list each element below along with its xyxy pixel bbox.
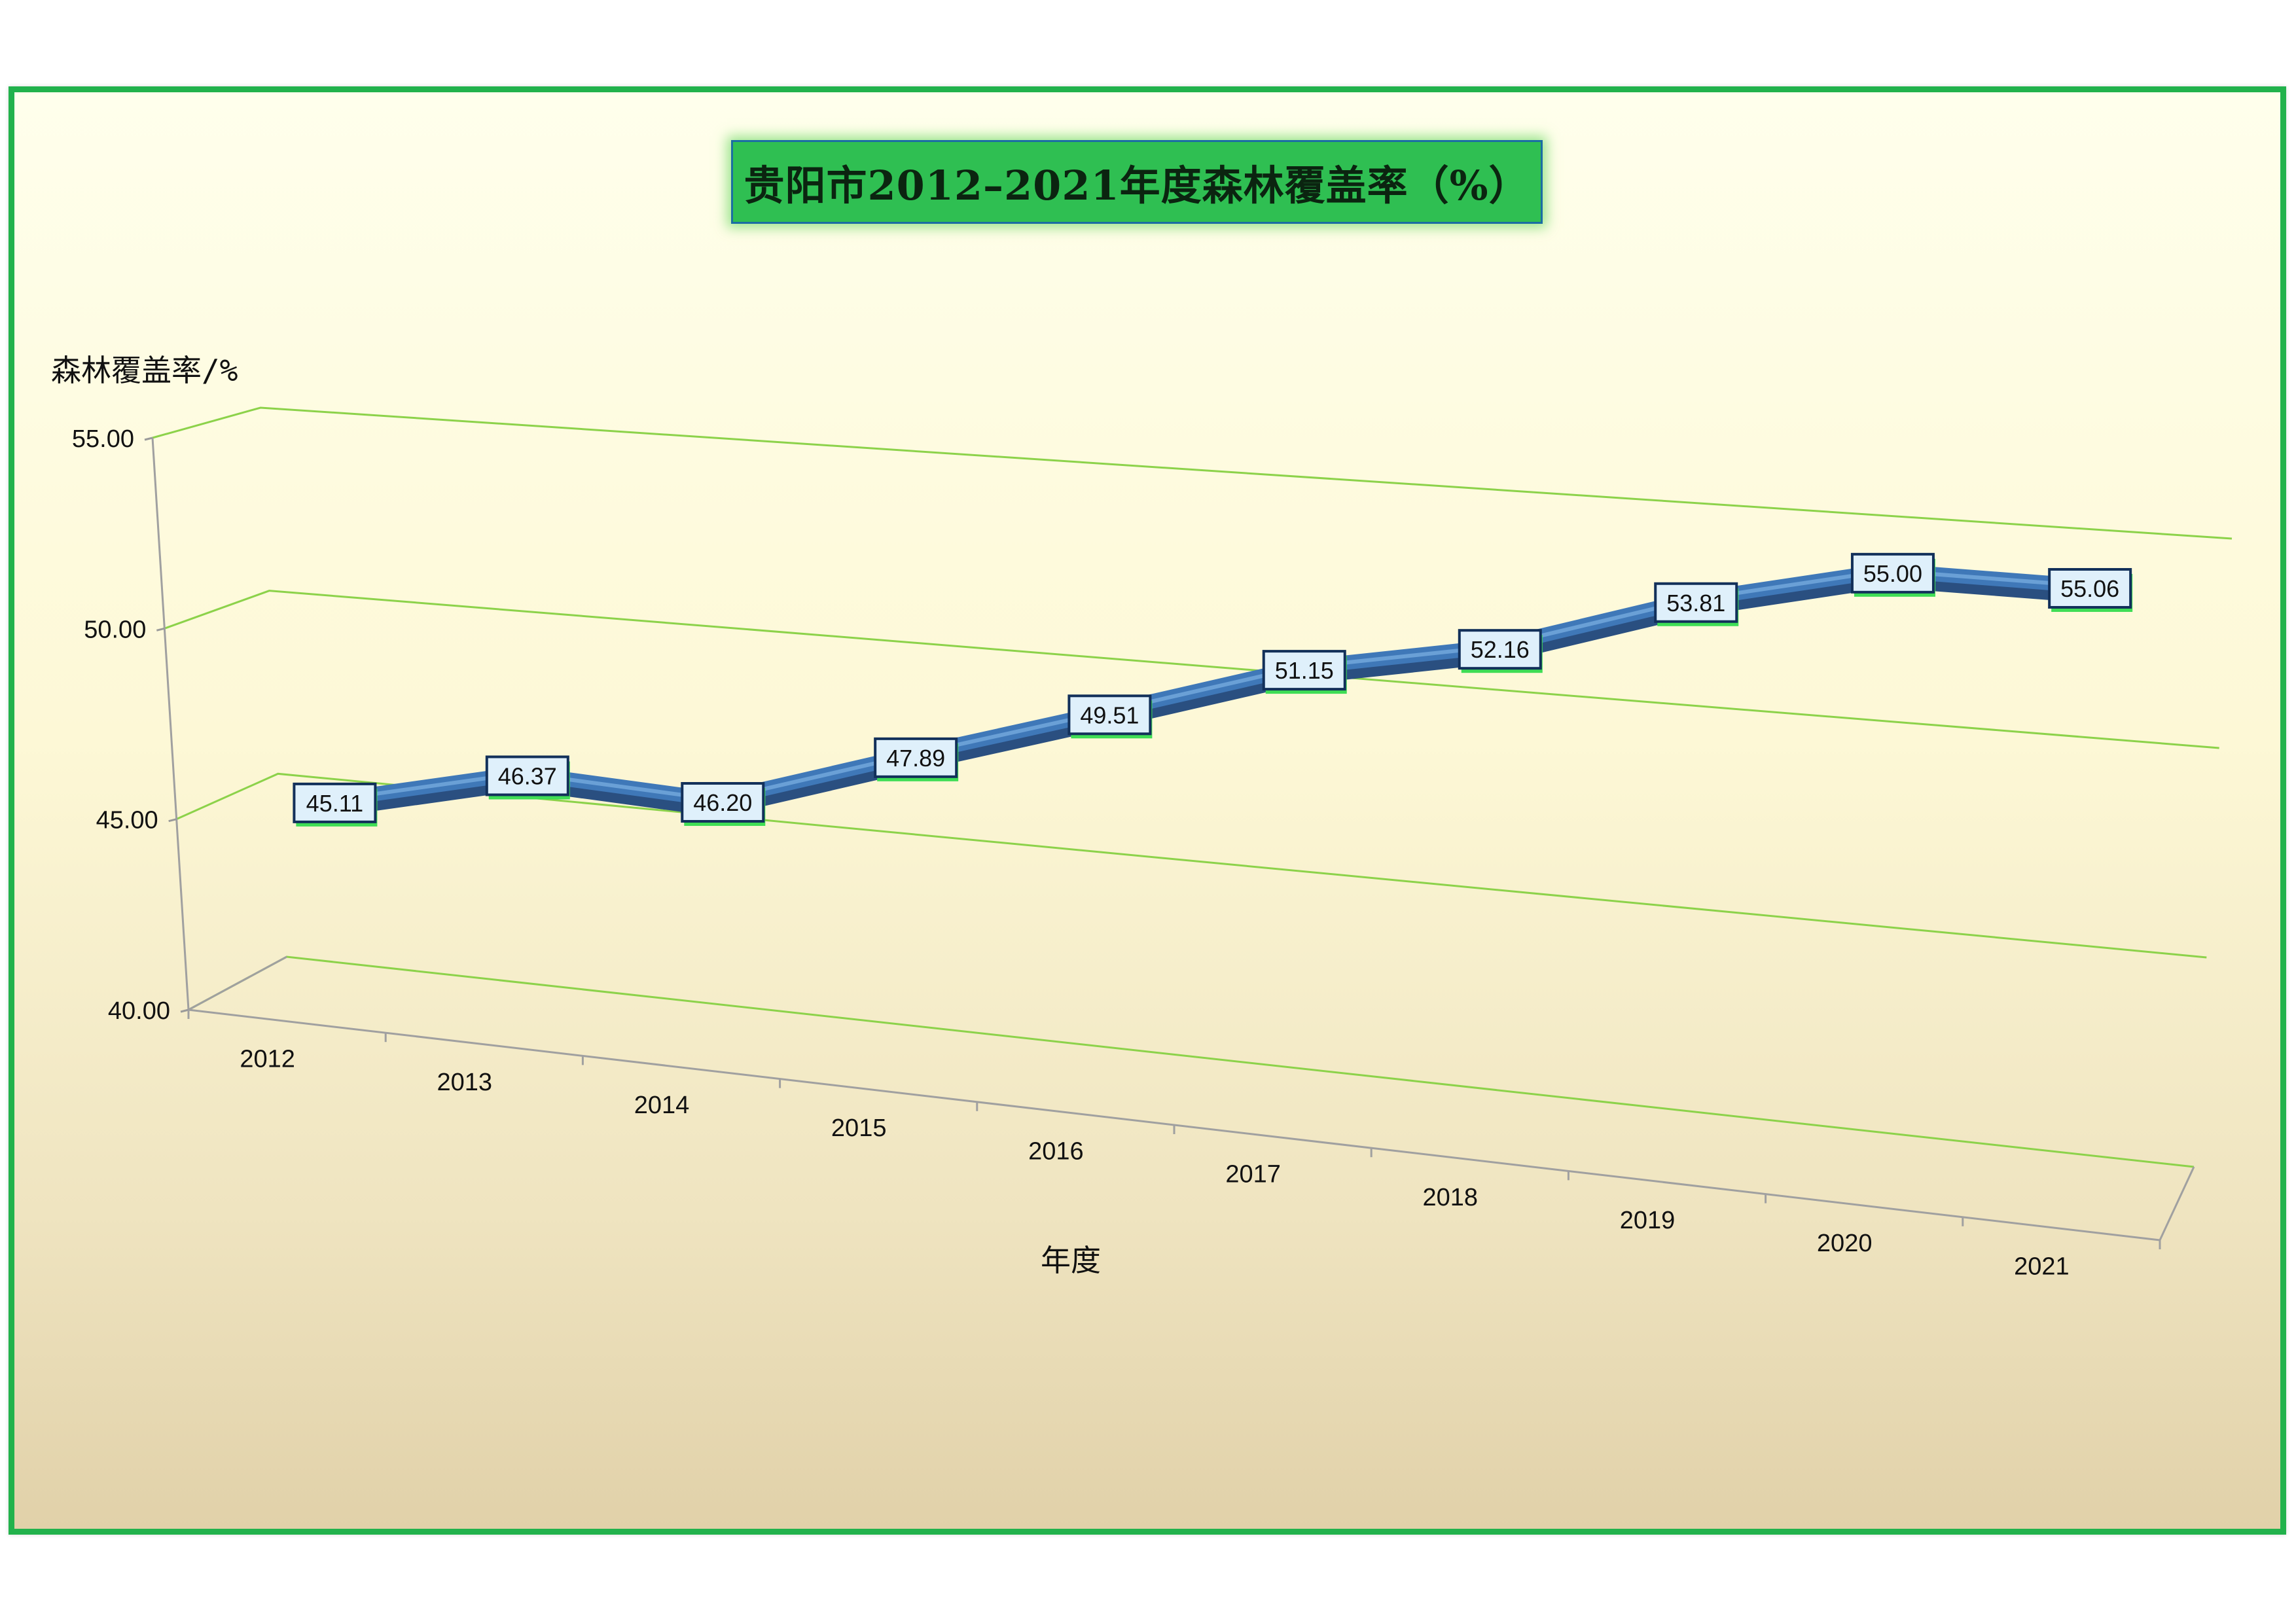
data-label-text: 46.37 xyxy=(498,762,557,789)
data-label: 47.89 xyxy=(874,737,959,781)
data-label-box xyxy=(1654,582,1738,623)
data-label: 52.16 xyxy=(1458,629,1543,673)
data-label-text: 49.51 xyxy=(1080,702,1139,728)
data-label-text: 53.81 xyxy=(1666,590,1725,616)
y-tick-mark xyxy=(156,627,165,632)
data-label: 55.06 xyxy=(2048,568,2133,613)
x-tick-label: 2018 xyxy=(1423,1184,1479,1211)
gridline xyxy=(164,590,2219,749)
series-ribbon-side xyxy=(329,577,2085,817)
floor-left-edge xyxy=(188,955,287,1011)
data-label-text: 47.89 xyxy=(886,745,945,772)
data-label-box xyxy=(1850,552,1935,594)
x-tick-label: 2021 xyxy=(2014,1253,2070,1280)
x-tick-label: 2012 xyxy=(240,1046,295,1073)
data-label-box xyxy=(2048,568,2132,609)
y-tick-labels: 40.00 45.00 50.00 55.00 xyxy=(72,425,189,1025)
series-line xyxy=(325,563,2089,817)
x-axis-depth-edge xyxy=(2159,1166,2195,1241)
data-label-box xyxy=(1262,650,1346,691)
data-label-box xyxy=(293,782,377,823)
y-tick-mark xyxy=(168,818,177,823)
x-tick-label: 2015 xyxy=(831,1115,887,1142)
gridline xyxy=(152,406,2233,540)
data-label-text: 55.06 xyxy=(2060,575,2119,602)
data-label-text: 45.11 xyxy=(306,790,363,817)
gridline xyxy=(176,772,2207,959)
x-tick-label: 2020 xyxy=(1817,1230,1873,1257)
data-label: 51.15 xyxy=(1262,650,1347,694)
series-line xyxy=(328,563,2086,808)
data-label-text: 52.16 xyxy=(1471,636,1530,663)
data-label: 46.20 xyxy=(681,782,766,827)
data-label-box xyxy=(485,755,569,796)
y-tick-label: 40.00 xyxy=(108,997,170,1025)
chart-title: 贵阳市2012–2021年度森林覆盖率（%） xyxy=(744,162,1530,209)
data-label-box xyxy=(681,782,765,823)
data-label: 55.00 xyxy=(1850,552,1935,597)
data-label: 46.37 xyxy=(485,755,570,800)
y-tick-label: 45.00 xyxy=(96,807,158,834)
data-label: 45.11 xyxy=(293,782,378,827)
x-tick-label: 2017 xyxy=(1225,1161,1281,1188)
y-tick-mark xyxy=(144,437,153,441)
x-tick-labels: 2012 2013 2014 2015 2016 2017 2018 2019 2020 2021 xyxy=(187,1010,2161,1280)
x-tick-label: 2013 xyxy=(437,1069,493,1096)
chart-title-box: 贵阳市2012–2021年度森林覆盖率（%） xyxy=(731,140,1543,224)
x-tick-label: 2019 xyxy=(1620,1207,1676,1234)
x-tick-label: 2016 xyxy=(1028,1137,1084,1165)
data-labels: 45.11 46.37 46.20 47.89 49.51 51.15 52.16 53.81… xyxy=(293,552,2133,827)
data-label-text: 55.00 xyxy=(1863,560,1922,587)
data-label-box xyxy=(874,737,958,778)
data-label-box xyxy=(1458,629,1542,670)
x-axis-label: 年度 xyxy=(1041,1243,1101,1278)
y-axis-line xyxy=(151,437,190,1010)
series-line-highlight xyxy=(329,568,2085,802)
chart-frame xyxy=(9,86,2286,1535)
y-tick-label: 55.00 xyxy=(72,425,134,453)
y-axis-label: 森林覆盖率/% xyxy=(51,353,238,388)
x-tick-label: 2014 xyxy=(634,1092,690,1119)
data-label: 53.81 xyxy=(1654,582,1739,626)
data-label-box xyxy=(1067,694,1152,736)
data-label-text: 51.15 xyxy=(1275,657,1334,684)
y-tick-label: 50.00 xyxy=(84,616,146,643)
y-tick-mark xyxy=(180,1008,189,1013)
gridline xyxy=(188,955,2195,1168)
data-label-text: 46.20 xyxy=(693,789,752,816)
data-label: 49.51 xyxy=(1067,694,1153,739)
